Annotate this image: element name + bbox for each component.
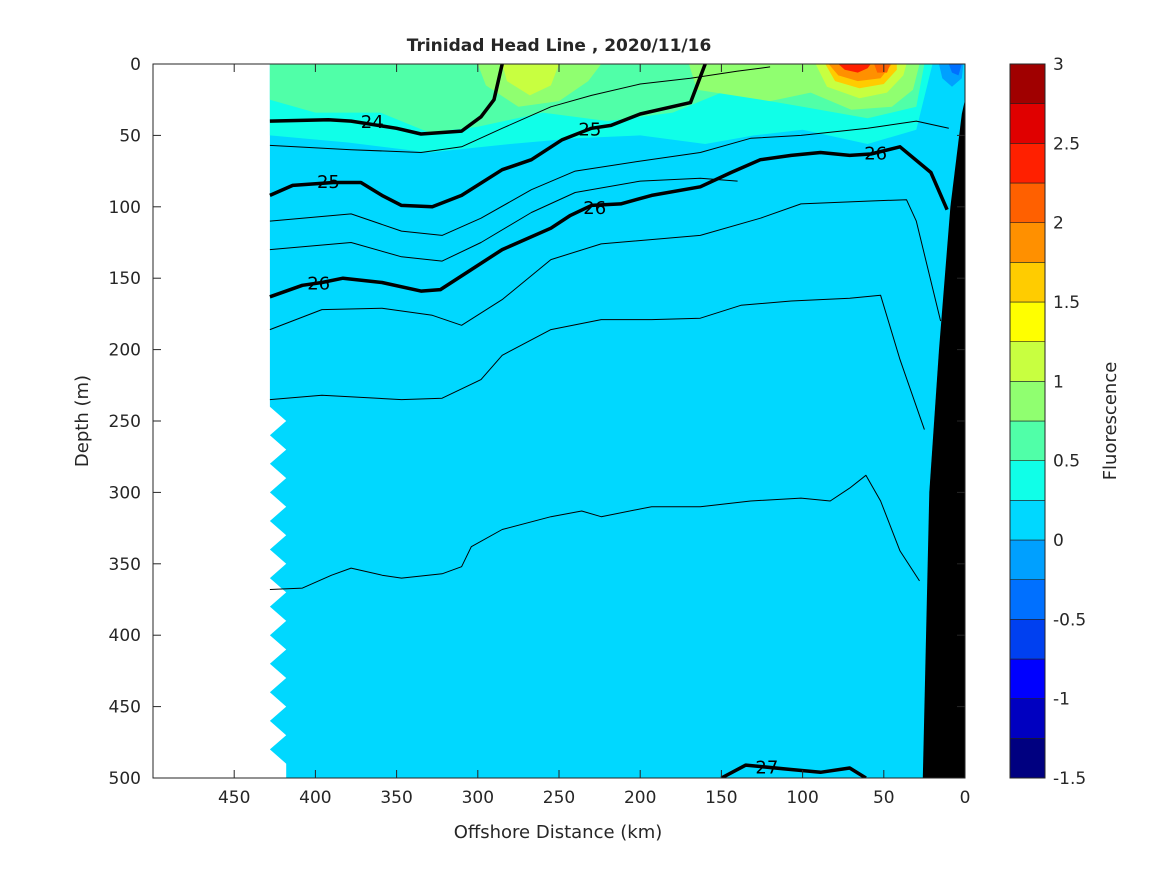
colorbar-tick-label: 3 [1053,55,1064,75]
contour-label: 26 [307,273,330,294]
colorbar-tick-label: 1 [1053,372,1064,392]
fluorescence-region [838,64,871,73]
density-contour [269,145,949,299]
contour-label: 26 [583,198,606,219]
bathymetry [922,99,965,778]
colorbar-swatch [1009,738,1046,779]
colorbar-tick-label: 2.5 [1053,134,1080,154]
contour-label: 25 [317,172,340,193]
colorbar-tick-label: 0 [1053,531,1064,551]
chart-title: Trinidad Head Line , 2020/11/16 [407,36,712,56]
density-contour [269,199,942,331]
y-tick-label: 50 [119,126,141,146]
y-axis: 0 50 100 150 200 250 300 350 400 450 500 [109,55,965,789]
contour-label: 26 [864,144,887,165]
y-tick-label: 250 [109,412,141,432]
fluorescence-region [502,64,559,96]
y-tick-label: 350 [109,555,141,575]
colorbar-tick-label: -0.5 [1053,610,1086,630]
colorbar-tick-label: -1.5 [1053,769,1086,789]
contour-label: 25 [578,119,601,140]
density-contour [269,66,771,153]
x-tick-label: 400 [299,788,331,808]
y-tick-label: 100 [109,198,141,218]
colorbar-tick-label: -1 [1053,690,1070,710]
y-tick-label: 200 [109,341,141,361]
x-tick-label: 450 [218,788,250,808]
colorbar-tick-label: 1.5 [1053,293,1080,313]
colorbar-swatch [1009,341,1046,382]
x-axis: 450 400 350 300 250 200 150 100 50 0 [218,64,970,808]
x-tick-label: 300 [462,788,494,808]
x-tick-label: 0 [960,788,971,808]
colorbar-swatch [1009,460,1046,501]
x-tick-label: 200 [624,788,656,808]
density-contour [269,120,949,236]
x-tick-label: 100 [786,788,818,808]
colorbar-swatch [1009,262,1046,303]
colorbar-tick-label: 0.5 [1053,452,1080,472]
y-tick-label: 500 [109,769,141,789]
colorbar-swatch [1009,420,1046,461]
colorbar-swatch [1009,63,1046,104]
colorbar-swatch [1009,301,1046,342]
density-contour [269,294,925,430]
colorbar-swatch [1009,222,1046,263]
density-contour [269,177,738,262]
colorbar-tick-label: 2 [1053,214,1064,234]
colorbar-swatch [1009,182,1046,223]
colorbar-swatch [1009,698,1046,739]
fluorescence-region [948,64,962,76]
fluorescence-region [874,64,891,73]
colorbar-swatch [1009,143,1046,184]
x-tick-label: 350 [380,788,412,808]
density-contour [269,474,920,590]
y-tick-label: 300 [109,483,141,503]
y-tick-label: 450 [109,698,141,718]
colorbar-frame [1009,63,1046,779]
x-axis-label: Offshore Distance (km) [454,822,663,843]
density-contour [269,64,707,209]
colorbar-swatch [1009,619,1046,660]
x-tick-label: 150 [705,788,737,808]
y-tick-label: 0 [130,55,141,75]
colorbar-swatch [1009,103,1046,144]
y-tick-label: 400 [109,626,141,646]
density-contour [720,763,867,778]
x-tick-label: 50 [873,788,895,808]
colorbar-swatch [1009,500,1046,541]
colorbar-swatch [1009,539,1046,580]
colorbar-swatch [1009,579,1046,620]
fluorescence-background [269,64,965,778]
plot-area: 24 25 25 26 26 26 27 [269,64,965,779]
y-tick-label: 150 [109,269,141,289]
colorbar-label: Fluorescence [1100,362,1121,481]
colorbar-swatch [1009,381,1046,422]
colorbar: 3 2.5 2 1.5 1 0.5 0 -0.5 -1 -1.5 [1009,55,1086,789]
y-axis-label: Depth (m) [72,375,93,467]
colorbar-swatch [1009,658,1046,699]
density-contour [269,64,504,136]
x-tick-label: 250 [543,788,575,808]
contour-label: 27 [755,758,778,779]
contour-label: 24 [361,112,384,133]
